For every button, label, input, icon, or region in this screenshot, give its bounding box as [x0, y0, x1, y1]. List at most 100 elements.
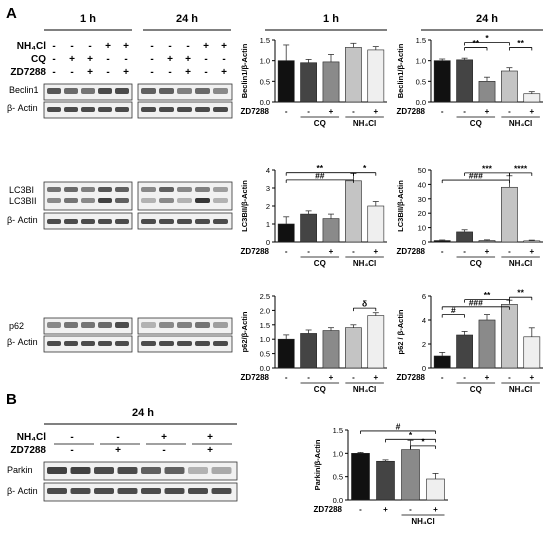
chart-time-header: 24 h: [476, 13, 498, 25]
blot-actin-lc3-1h-band: [81, 219, 95, 224]
group-label: NH₄Cl: [411, 517, 434, 526]
group-label: CQ: [470, 119, 482, 128]
treatment-sign: -: [52, 54, 55, 65]
bar: [300, 333, 317, 369]
blot-actin-p62-1h-band: [81, 341, 95, 346]
treatment-sign: +: [167, 54, 173, 65]
zd7288-sign: +: [373, 107, 378, 116]
zd7288-sign: +: [329, 373, 334, 382]
bar: [300, 62, 317, 103]
blot-actin-parkin-band: [70, 488, 91, 494]
sig-label: ###: [469, 297, 483, 307]
sig-label: ###: [469, 171, 483, 181]
bar: [501, 70, 518, 103]
blot-parkin-band: [188, 467, 208, 474]
treatment-sign: -: [116, 432, 119, 443]
zd7288-sign: -: [463, 107, 466, 116]
treat-label-b-zd7288: ZD7288: [10, 445, 46, 456]
blot-beclin1-1h-band: [98, 88, 112, 94]
treatment-sign: +: [185, 54, 191, 65]
zd7288-label: ZD7288: [397, 373, 426, 382]
blot-parkin-band: [141, 467, 161, 474]
zd7288-sign: -: [352, 107, 355, 116]
y-tick-label: 50: [418, 166, 426, 175]
bar: [401, 449, 420, 501]
y-tick-label: 1.5: [260, 36, 270, 45]
blot-lc3-1h-band: [64, 187, 78, 192]
y-tick-label: 2: [422, 340, 426, 349]
blot-actin-1h-band: [81, 107, 95, 112]
bar: [433, 240, 451, 243]
blot-lc3-1h-band: [64, 198, 78, 203]
blot-actin-lc3-24h-band: [195, 219, 210, 224]
zd7288-sign: +: [373, 373, 378, 382]
treatment-sign: -: [70, 41, 73, 52]
blot-lc3-1h-band: [81, 198, 95, 203]
chart-beclin1-24h: 24 h 0.0 0.5 1.0 1.5 Beclin1/β-Actin ZD7288 - - +…: [396, 13, 543, 128]
zd7288-sign: -: [463, 373, 466, 382]
blot-lc3-24h-frame: [137, 181, 233, 211]
blot-actin-24h-band: [141, 107, 156, 112]
treatment-sign: -: [106, 67, 109, 78]
bar: [367, 315, 385, 369]
blot-actin-parkin-band: [117, 488, 138, 494]
blot-label-actin-parkin: β- Actin: [7, 486, 38, 496]
y-tick-label: 0.0: [333, 496, 343, 505]
bar: [277, 223, 295, 243]
bar: [322, 61, 340, 103]
blot-p62-24h-band: [159, 322, 174, 328]
treat-label-cq: CQ: [31, 54, 46, 65]
blot-actin-p62-1h-band: [98, 341, 112, 346]
blot-actin-parkin-band: [188, 488, 208, 494]
zd7288-sign: +: [373, 247, 378, 256]
bar: [345, 180, 362, 243]
treatment-sign: -: [124, 54, 127, 65]
bar: [345, 327, 362, 369]
blot-header-b-24h: 24 h: [132, 407, 154, 419]
blot-actin-parkin-frame: [43, 482, 238, 502]
blot-beclin1-24h-band: [195, 88, 210, 94]
bar: [322, 218, 340, 243]
sig-label: **: [517, 288, 524, 298]
treatment-sign: +: [69, 54, 75, 65]
treatment-sign: -: [222, 54, 225, 65]
treatment-sign: -: [204, 54, 207, 65]
sig-label: *: [485, 33, 489, 43]
chart-p62-1h: 0.0 0.5 1.0 1.5 2.0 2.5 p62/β-Actin ZD7288 - - + - +…: [240, 292, 387, 394]
sig-label: **: [472, 38, 479, 48]
sig-label: **: [517, 38, 524, 48]
blot-beclin1-24h-band: [159, 88, 174, 94]
blot-lc3-1h-frame: [43, 181, 133, 211]
treatment-sign: -: [150, 54, 153, 65]
blot-actin-p62-1h-band: [115, 341, 129, 346]
y-tick-label: 2.5: [260, 292, 270, 301]
sig-label: *: [421, 436, 425, 446]
bar: [367, 205, 385, 243]
blot-actin-lc3-1h-band: [64, 219, 78, 224]
y-tick-label: 10: [418, 224, 426, 233]
zd7288-sign: +: [529, 107, 534, 116]
blot-label-beclin1: Beclin1: [9, 85, 39, 95]
bar: [277, 60, 295, 103]
blot-actin-parkin-band: [47, 488, 67, 494]
bar: [300, 213, 317, 243]
treatment-sign: +: [221, 41, 227, 52]
blot-actin-lc3-24h-band: [177, 219, 192, 224]
blot-actin-lc3-24h-band: [141, 219, 156, 224]
blot-beclin1-24h-band: [213, 88, 228, 94]
treatment-sign: +: [123, 41, 129, 52]
blot-actin-p62-24h-band: [159, 341, 174, 346]
y-tick-label: 1.0: [260, 335, 270, 344]
treatment-sign: -: [186, 41, 189, 52]
bar: [277, 338, 295, 369]
zd7288-label: ZD7288: [397, 107, 426, 116]
blot-parkin-band: [70, 467, 91, 474]
zd7288-sign: -: [463, 247, 466, 256]
blot-actin-lc3-1h-band: [115, 219, 129, 224]
treat-label-nh4cl: NH₄Cl: [17, 41, 46, 52]
treatment-signs-b: - - + + - + - +: [54, 432, 232, 456]
y-tick-label: 0: [266, 238, 270, 247]
y-tick-label: 40: [418, 180, 426, 189]
blot-p62-1h-band: [64, 322, 78, 328]
